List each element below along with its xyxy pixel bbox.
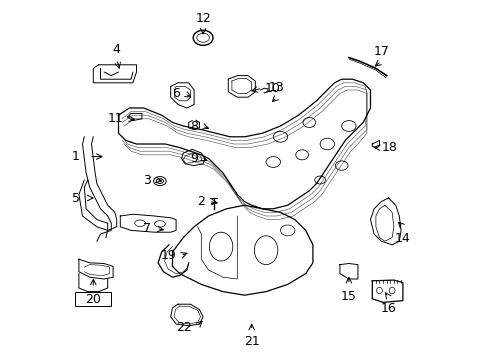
Text: 5: 5 [71,192,80,204]
Text: 7: 7 [142,222,151,235]
Text: 11: 11 [108,112,123,125]
Text: 19: 19 [160,249,176,262]
Text: 18: 18 [381,141,396,154]
Text: 12: 12 [195,12,210,25]
Text: 15: 15 [340,290,356,303]
Text: 17: 17 [373,45,388,58]
Text: 14: 14 [394,232,410,245]
Text: 3: 3 [142,174,151,186]
Text: 4: 4 [113,43,121,56]
Text: 21: 21 [244,335,259,348]
Text: 9: 9 [189,152,197,165]
Text: 6: 6 [171,87,179,100]
Text: 10: 10 [264,82,280,95]
Text: 22: 22 [176,321,192,334]
Text: 13: 13 [268,81,284,94]
Text: 20: 20 [85,293,101,306]
Text: 1: 1 [72,150,80,163]
Text: 8: 8 [189,120,197,132]
Text: 2: 2 [197,195,204,208]
Text: 16: 16 [380,302,396,315]
